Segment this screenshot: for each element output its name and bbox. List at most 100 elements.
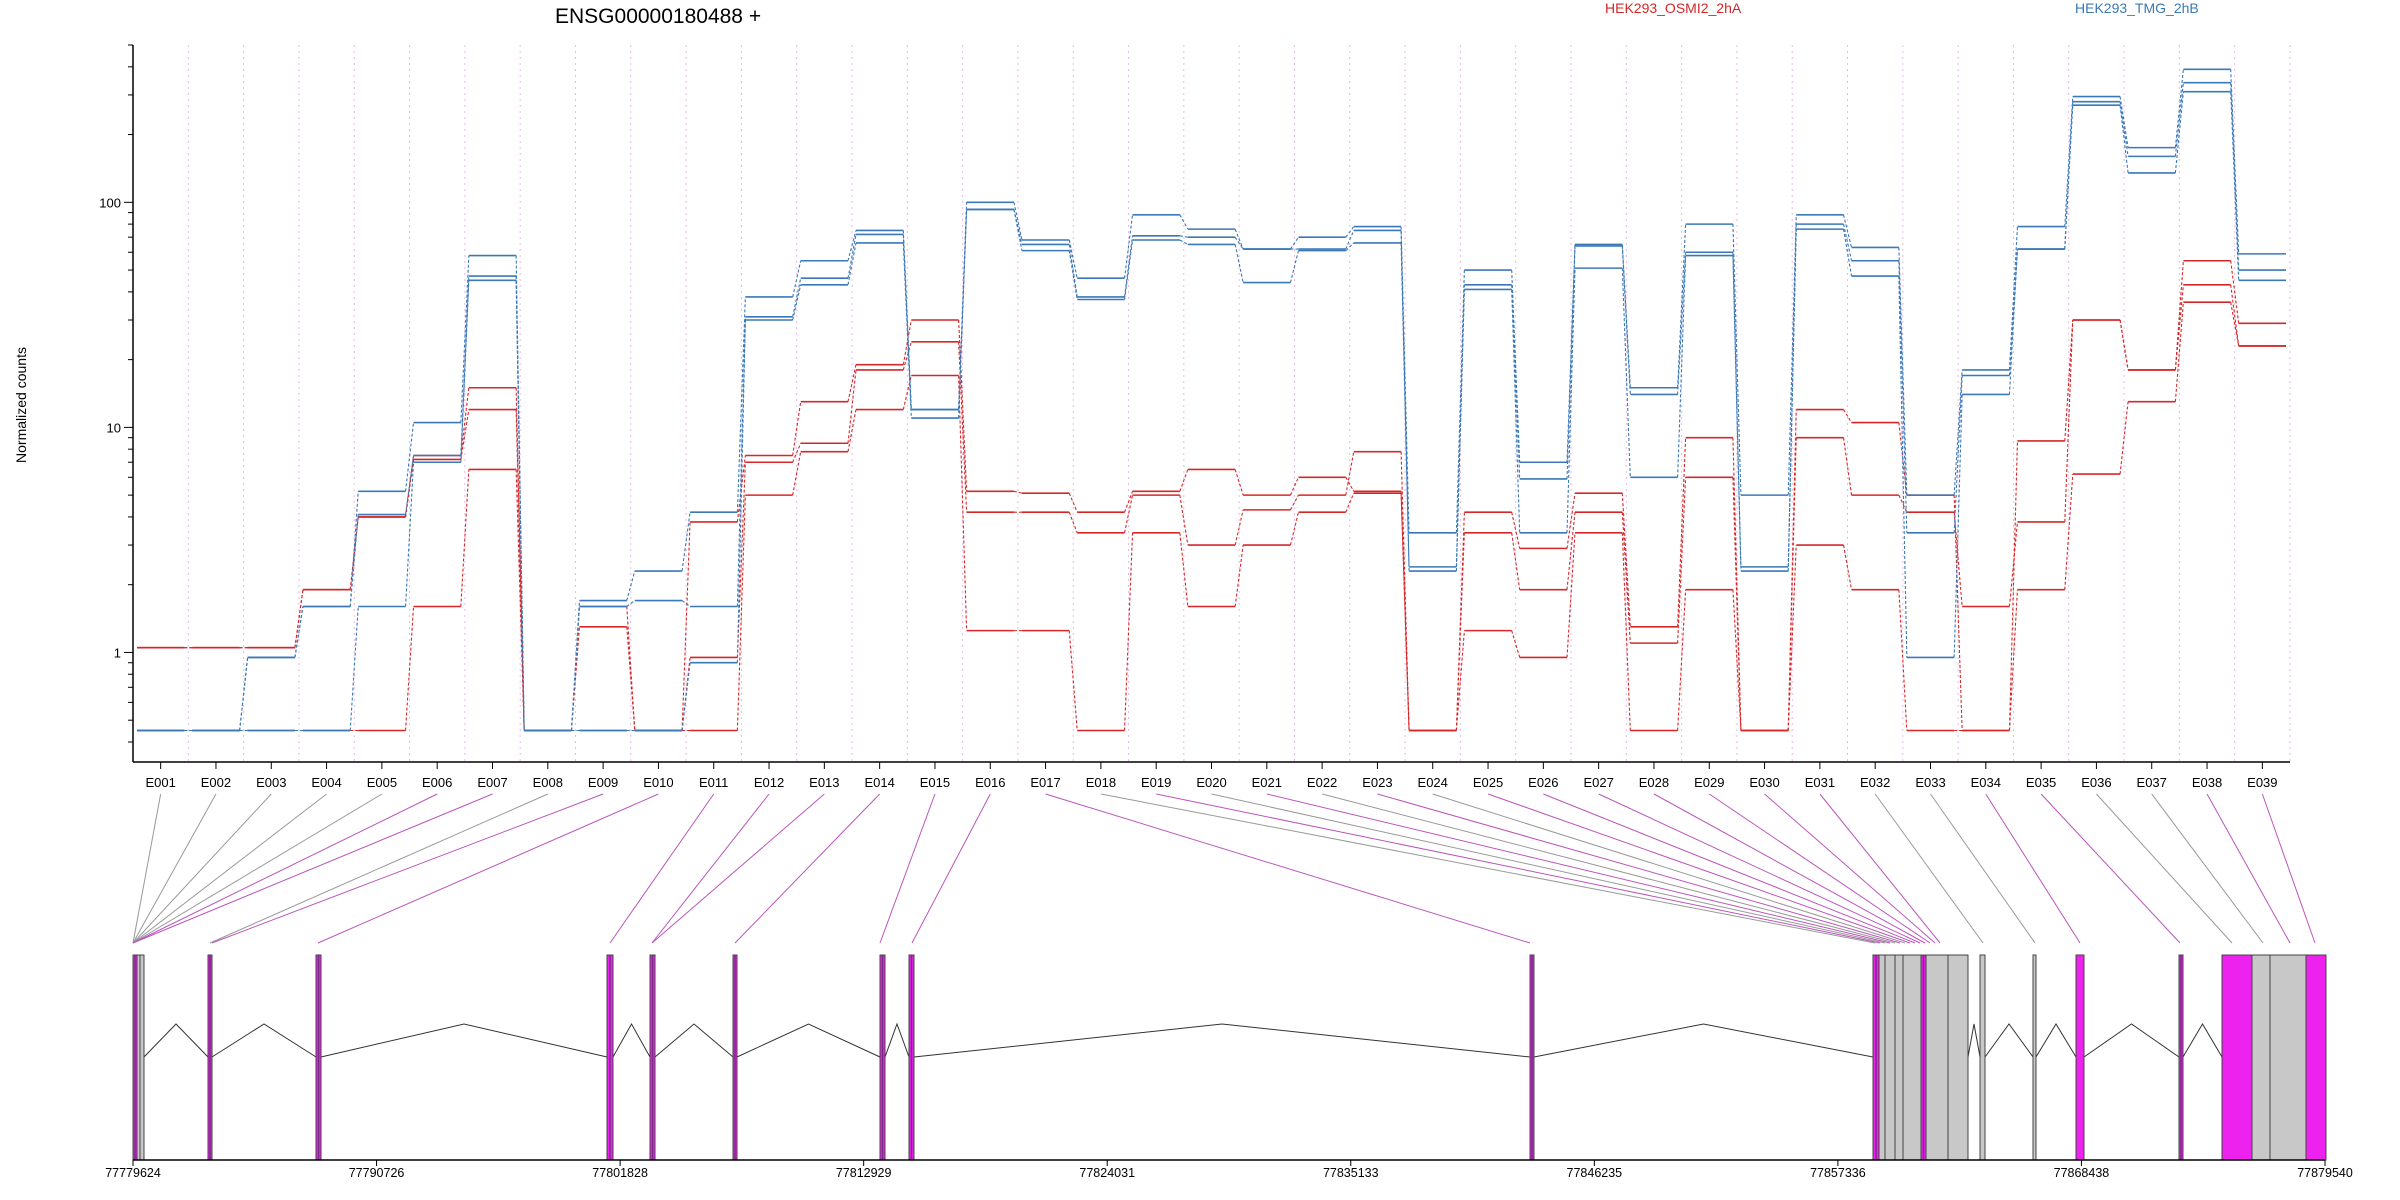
data-connector bbox=[1732, 477, 1742, 731]
data-connector bbox=[1455, 289, 1465, 572]
exon-connector bbox=[1100, 793, 1876, 944]
data-connector bbox=[2174, 69, 2184, 148]
data-connector bbox=[902, 242, 912, 419]
data-connector bbox=[958, 319, 968, 492]
data-connector bbox=[1898, 494, 1908, 513]
exon-block bbox=[1925, 954, 1949, 1161]
data-connector bbox=[1289, 512, 1299, 546]
data-connector bbox=[792, 260, 802, 298]
data-connector bbox=[626, 570, 636, 601]
data-connector bbox=[1953, 394, 1963, 658]
exon-connector bbox=[1543, 793, 1916, 944]
exon-label: E034 bbox=[1971, 775, 2001, 790]
exon-connector bbox=[209, 793, 549, 944]
intron-line bbox=[2035, 1023, 2077, 1058]
exon-label: E015 bbox=[920, 775, 950, 790]
grid-lines bbox=[132, 45, 2291, 762]
exon-block bbox=[2075, 954, 2085, 1161]
genomic-tick-label: 77846235 bbox=[1567, 1166, 1623, 1180]
data-connector bbox=[2064, 96, 2074, 227]
data-connector bbox=[1179, 532, 1189, 607]
data-connector bbox=[2174, 260, 2184, 370]
data-connector bbox=[958, 209, 968, 410]
intron-line bbox=[654, 1023, 734, 1058]
data-connector bbox=[1898, 260, 1908, 533]
exon-label: E002 bbox=[201, 775, 231, 790]
data-connector bbox=[1953, 375, 1963, 533]
data-connector bbox=[1511, 532, 1521, 590]
exon-label: E026 bbox=[1528, 775, 1558, 790]
gene-model bbox=[132, 954, 2327, 1161]
data-connector bbox=[460, 409, 470, 460]
exon-label: E004 bbox=[311, 775, 341, 790]
data-connector bbox=[515, 387, 525, 731]
data-connector bbox=[239, 657, 249, 731]
exon-connector bbox=[2096, 793, 2233, 944]
data-connector bbox=[1898, 276, 1908, 658]
chart-title: ENSG00000180488 + bbox=[555, 5, 761, 28]
exon-label: E031 bbox=[1805, 775, 1835, 790]
data-connector bbox=[1068, 492, 1078, 513]
data-connector bbox=[1345, 492, 1355, 513]
exon-block bbox=[2269, 954, 2307, 1161]
data-connector bbox=[902, 375, 912, 410]
exon-label: E023 bbox=[1362, 775, 1392, 790]
series-3 bbox=[137, 68, 2286, 732]
data-connector bbox=[349, 514, 359, 607]
exon-label: E025 bbox=[1473, 775, 1503, 790]
data-connector bbox=[2064, 319, 2074, 522]
data-connector bbox=[1787, 437, 1797, 731]
exon-label: E019 bbox=[1141, 775, 1171, 790]
data-connector bbox=[1677, 437, 1687, 627]
exon-connector bbox=[132, 793, 217, 944]
data-connector bbox=[1732, 255, 1742, 572]
intron-line bbox=[2083, 1023, 2180, 1058]
data-connector bbox=[792, 278, 802, 317]
data-connector bbox=[2119, 96, 2129, 148]
exon-connector bbox=[1874, 793, 1984, 944]
data-connector bbox=[349, 606, 359, 731]
data-connector bbox=[1124, 491, 1134, 513]
genomic-tick-label: 77857336 bbox=[1810, 1166, 1866, 1180]
data-connector bbox=[1787, 545, 1797, 731]
data-connector bbox=[1400, 493, 1410, 731]
exon-label: E032 bbox=[1860, 775, 1890, 790]
exon-connector bbox=[651, 793, 825, 944]
data-connector bbox=[1234, 228, 1244, 250]
data-connector bbox=[1787, 214, 1797, 496]
data-connector bbox=[2064, 105, 2074, 250]
exon-connector bbox=[132, 793, 493, 944]
data-connector bbox=[958, 341, 968, 513]
data-connector bbox=[404, 606, 415, 731]
y-tick-label: 10 bbox=[107, 420, 121, 435]
exon-block bbox=[1979, 954, 1986, 1161]
data-connector bbox=[2174, 91, 2184, 174]
data-connector bbox=[1843, 224, 1853, 261]
intron-line bbox=[1533, 1023, 1874, 1058]
data-connector bbox=[792, 401, 802, 456]
data-connector bbox=[349, 491, 359, 607]
data-connector bbox=[1234, 244, 1244, 283]
data-connector bbox=[1677, 252, 1687, 395]
data-connector bbox=[1511, 289, 1521, 533]
data-connector bbox=[1179, 214, 1189, 230]
exon-connector bbox=[911, 793, 991, 944]
data-connector bbox=[847, 234, 857, 279]
data-connector bbox=[2008, 249, 2019, 395]
exon-label: E003 bbox=[256, 775, 286, 790]
exon-label: E036 bbox=[2081, 775, 2111, 790]
exon-connector bbox=[1985, 793, 2081, 944]
data-connector bbox=[2008, 521, 2019, 607]
data-connector bbox=[1124, 495, 1134, 533]
data-connector bbox=[1013, 202, 1023, 241]
data-connector bbox=[404, 422, 415, 492]
data-connector bbox=[1621, 512, 1631, 644]
data-connector bbox=[515, 469, 525, 731]
data-connector bbox=[626, 626, 636, 731]
intron-line bbox=[884, 1022, 910, 1058]
data-connector bbox=[1621, 493, 1631, 627]
data-connector bbox=[1842, 229, 1853, 277]
exon-label: E009 bbox=[588, 775, 618, 790]
data-connector bbox=[2119, 101, 2129, 157]
exon-label: E028 bbox=[1639, 775, 1669, 790]
